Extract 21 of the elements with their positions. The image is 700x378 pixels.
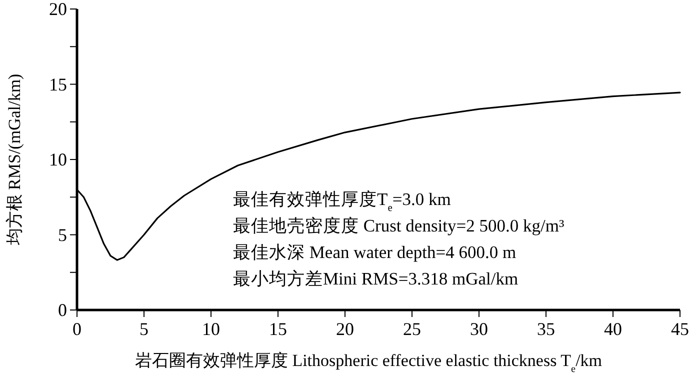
x-tick-label: 5 xyxy=(140,319,148,339)
annotation: 最佳地壳密度度 Crust density=2 500.0 kg/m³ xyxy=(233,216,564,236)
y-tick-label: 5 xyxy=(58,224,67,245)
x-tick-label: 30 xyxy=(470,319,488,339)
x-tick-label: 45 xyxy=(671,319,689,339)
x-axis-title: 岩石圈有效弹性厚度 Lithospheric effective elastic thickness T$_{e}$/km xyxy=(134,351,602,374)
y-tick-label: 20 xyxy=(49,0,67,19)
y-axis-title: 均方根 RMS/(mGal/km) xyxy=(5,74,24,246)
x-tick-label: 0 xyxy=(72,319,82,339)
x-tick-label: 20 xyxy=(336,319,354,339)
y-tick-label: 10 xyxy=(49,150,67,170)
x-tick-label: 25 xyxy=(403,319,421,339)
x-tick-label: 35 xyxy=(537,319,555,339)
x-tick-label: 15 xyxy=(269,319,287,339)
annotation: 最小均方差Mini RMS=3.318 mGal/km xyxy=(233,268,518,288)
annotation: 最佳有效弹性厚度T$_{e}$=3.0 km xyxy=(233,189,452,214)
x-tick-label: 10 xyxy=(202,319,220,339)
annotation: 最佳水深 Mean water depth=4 600.0 m xyxy=(233,242,516,262)
y-tick-label: 15 xyxy=(49,74,67,94)
y-tick-label: 0 xyxy=(58,300,67,320)
x-tick-label: 40 xyxy=(604,319,622,339)
